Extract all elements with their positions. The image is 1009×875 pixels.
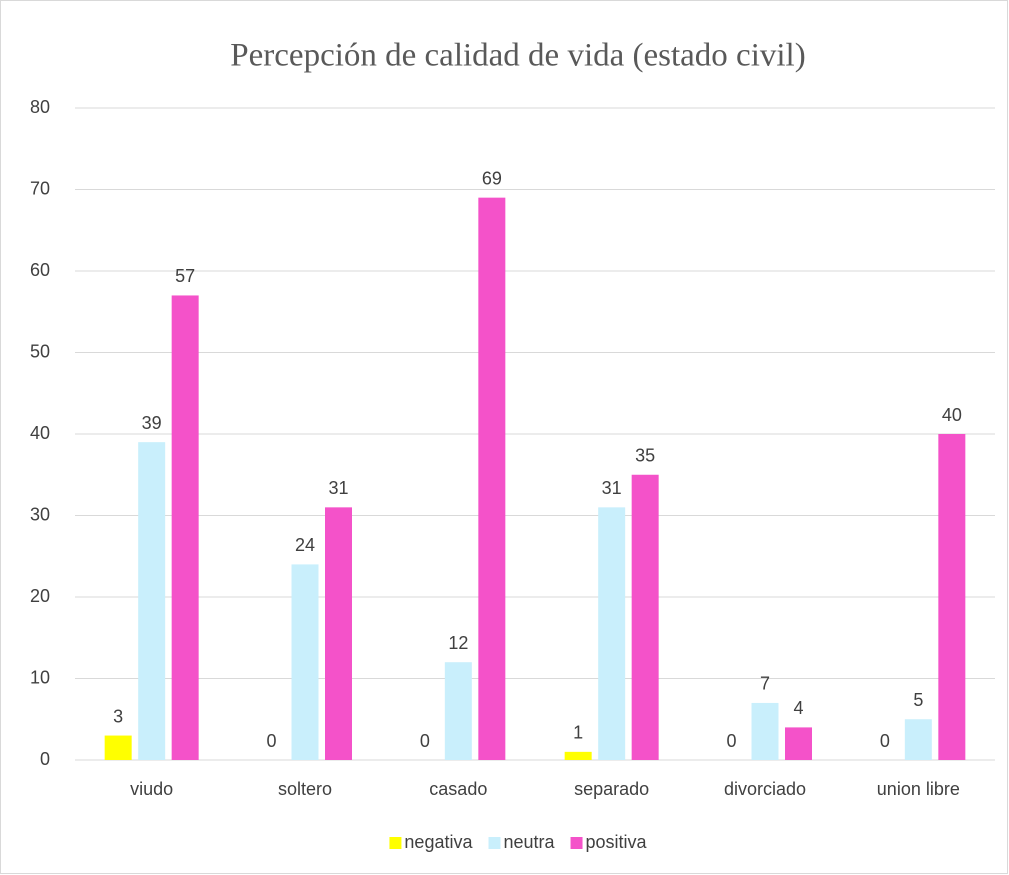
- data-label: 39: [142, 413, 162, 433]
- legend-swatch: [488, 837, 501, 849]
- bar: [598, 507, 626, 760]
- data-label: 1: [573, 723, 583, 743]
- data-label: 31: [602, 478, 622, 498]
- y-tick-label: 80: [30, 97, 50, 117]
- data-label: 3: [113, 706, 123, 726]
- legend-label: positiva: [586, 832, 648, 852]
- y-tick-label: 20: [30, 586, 50, 606]
- data-label: 35: [635, 446, 655, 466]
- data-label: 12: [448, 633, 468, 653]
- data-label: 0: [726, 731, 736, 751]
- y-tick-label: 40: [30, 423, 50, 443]
- legend-label: negativa: [404, 832, 473, 852]
- y-tick-label: 0: [40, 749, 50, 769]
- data-label: 7: [760, 674, 770, 694]
- data-label: 57: [175, 266, 195, 286]
- bar: [564, 751, 592, 760]
- data-label: 24: [295, 535, 315, 555]
- x-tick-label: casado: [429, 779, 487, 799]
- legend-swatch: [389, 837, 402, 849]
- bar: [104, 735, 132, 760]
- x-tick-label: divorciado: [724, 779, 806, 799]
- legend-label: neutra: [503, 832, 555, 852]
- x-tick-label: soltero: [278, 779, 332, 799]
- bar: [751, 702, 779, 760]
- bar: [291, 564, 319, 760]
- y-tick-label: 30: [30, 504, 50, 524]
- data-label: 0: [266, 731, 276, 751]
- y-tick-label: 50: [30, 341, 50, 361]
- bar: [938, 434, 966, 760]
- y-tick-label: 70: [30, 178, 50, 198]
- data-label: 5: [913, 690, 923, 710]
- bar: [631, 474, 659, 760]
- data-label: 40: [942, 405, 962, 425]
- x-tick-label: separado: [574, 779, 649, 799]
- x-tick-label: viudo: [130, 779, 173, 799]
- data-label: 4: [793, 698, 803, 718]
- legend-swatch: [570, 837, 583, 849]
- bar: [171, 295, 199, 760]
- data-label: 69: [482, 168, 502, 188]
- x-tick-label: union libre: [877, 779, 960, 799]
- y-tick-label: 60: [30, 260, 50, 280]
- bar: [904, 719, 932, 760]
- bar: [444, 662, 472, 760]
- bar: [785, 727, 812, 760]
- data-label: 0: [420, 731, 430, 751]
- data-label: 0: [880, 731, 890, 751]
- bar: [138, 442, 166, 760]
- bar: [478, 197, 506, 760]
- bar: [325, 507, 352, 760]
- chart-title: Percepción de calidad de vida (estado ci…: [230, 38, 805, 74]
- data-label: 31: [328, 478, 348, 498]
- y-tick-label: 10: [30, 667, 50, 687]
